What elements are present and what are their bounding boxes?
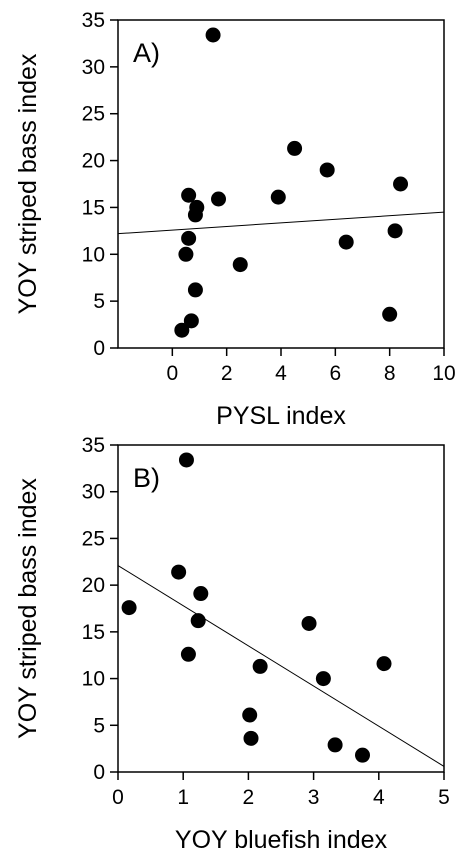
y-axis-title-b: YOY striped bass index <box>14 478 42 739</box>
data-point <box>180 646 196 662</box>
data-point <box>181 230 197 246</box>
data-point <box>376 656 392 672</box>
data-point <box>178 452 194 468</box>
data-point <box>171 564 187 580</box>
y-tick-label: 0 <box>93 761 105 784</box>
x-tick-label: 6 <box>329 362 341 385</box>
x-tick-label: 8 <box>384 362 396 385</box>
x-tick-label: 5 <box>438 786 450 809</box>
data-point <box>187 207 203 223</box>
y-tick-label: 15 <box>82 621 105 644</box>
y-tick-label: 0 <box>93 337 105 360</box>
data-point <box>393 176 409 192</box>
regression-line-b <box>117 565 445 767</box>
x-axis-title-a: PYSL index <box>216 402 346 430</box>
points-b <box>121 452 392 763</box>
y-tick-label: 30 <box>82 56 105 79</box>
x-tick-label: 2 <box>243 786 255 809</box>
y-tick-label: 15 <box>82 196 105 219</box>
x-axis-title-b: YOY bluefish index <box>175 826 388 854</box>
data-point <box>232 257 248 273</box>
y-tick-label: 20 <box>82 574 105 597</box>
y-tick-label: 20 <box>82 150 105 173</box>
y-tick-label: 25 <box>82 527 105 550</box>
y-axis-b: 0 5 10 15 20 25 30 35 <box>82 434 118 784</box>
x-tick-label: 0 <box>166 362 178 385</box>
data-point <box>338 234 354 250</box>
y-tick-label: 30 <box>82 481 105 504</box>
panel-label-b: B) <box>133 463 160 493</box>
panel-b: 0 5 10 15 20 25 30 35 0 1 2 3 4 5 B) YOY bluefish in… <box>14 434 450 854</box>
regression-line-a <box>117 211 445 235</box>
x-axis-a: 0 2 4 6 8 10 <box>166 348 456 385</box>
y-tick-label: 25 <box>82 103 105 126</box>
data-point <box>174 322 190 338</box>
data-point <box>382 306 398 322</box>
panel-label-a: A) <box>133 38 160 68</box>
points-a <box>174 27 409 338</box>
x-axis-b: 0 1 2 3 4 5 <box>112 772 450 809</box>
y-tick-label: 10 <box>82 668 105 691</box>
data-point <box>301 615 317 631</box>
data-point <box>270 189 286 205</box>
y-tick-label: 35 <box>82 9 105 32</box>
data-point <box>287 140 303 156</box>
x-tick-label: 0 <box>112 786 124 809</box>
y-tick-label: 35 <box>82 434 105 457</box>
x-tick-label: 1 <box>177 786 189 809</box>
plot-frame-b <box>117 444 445 773</box>
data-point <box>242 707 258 723</box>
x-tick-label: 3 <box>308 786 320 809</box>
y-axis-title-a: YOY striped bass index <box>14 53 42 314</box>
data-point <box>252 658 268 674</box>
y-tick-label: 10 <box>82 243 105 266</box>
x-tick-label: 4 <box>275 362 287 385</box>
data-point <box>183 313 199 329</box>
data-point <box>190 613 206 629</box>
x-tick-label: 10 <box>432 362 455 385</box>
x-tick-label: 2 <box>221 362 233 385</box>
y-axis-a: 0 5 10 15 20 25 30 35 <box>82 9 118 360</box>
data-point <box>211 191 227 207</box>
data-point <box>193 586 209 602</box>
y-tick-label: 5 <box>93 714 105 737</box>
data-point <box>205 27 221 43</box>
data-point <box>387 223 403 239</box>
y-tick-label: 5 <box>93 290 105 313</box>
data-point <box>243 730 259 746</box>
data-point <box>327 737 343 753</box>
data-point <box>181 187 197 203</box>
data-point <box>121 600 137 616</box>
data-point <box>315 671 331 687</box>
data-point <box>355 747 370 763</box>
panel-a: 0 5 10 15 20 25 30 35 0 2 4 6 8 10 A) PYSL index YOY… <box>14 9 456 430</box>
data-point <box>178 246 194 262</box>
x-tick-label: 4 <box>373 786 385 809</box>
data-point <box>187 282 203 298</box>
data-point <box>319 162 335 178</box>
